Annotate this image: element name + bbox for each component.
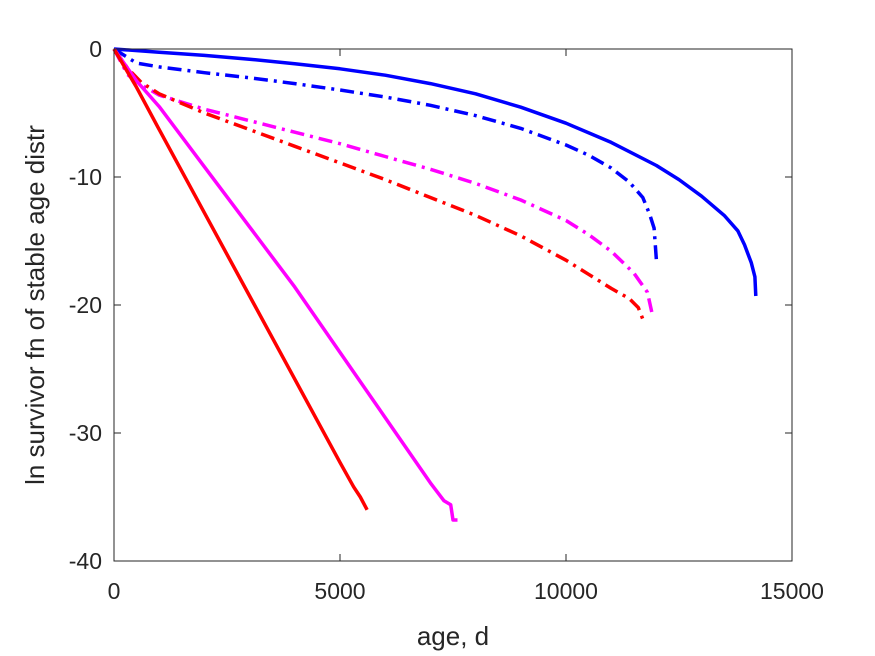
y-tick-label: -30 bbox=[69, 420, 102, 446]
y-tick-label: 0 bbox=[89, 36, 102, 62]
y-tick-label: -10 bbox=[69, 164, 102, 190]
tick-layer: 0 5000 10000 15000 -40 -30 -20 -10 0 bbox=[69, 36, 824, 604]
y-tick-label: -20 bbox=[69, 292, 102, 318]
series-line-2 bbox=[113, 47, 659, 261]
x-tick-label: 10000 bbox=[534, 578, 598, 604]
x-tick-label: 0 bbox=[108, 578, 121, 604]
x-tick-label: 15000 bbox=[760, 578, 824, 604]
series-line-1 bbox=[113, 47, 758, 297]
series-line-6 bbox=[112, 48, 369, 511]
series-line-5 bbox=[112, 47, 458, 522]
series-line-4 bbox=[112, 47, 645, 320]
x-axis-label: age, d bbox=[417, 621, 489, 651]
y-tick-label: -40 bbox=[69, 548, 102, 574]
plot-area bbox=[114, 49, 792, 561]
y-axis-label: ln survivor fn of stable age distr bbox=[20, 125, 50, 485]
series-layer bbox=[112, 47, 758, 522]
x-tick-label: 5000 bbox=[314, 578, 365, 604]
